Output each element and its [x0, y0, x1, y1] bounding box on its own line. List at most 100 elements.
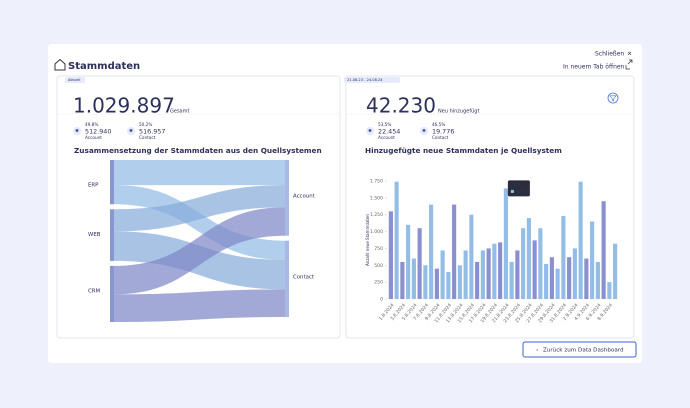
back-button[interactable] [522, 341, 637, 358]
bar [590, 221, 595, 299]
bar [457, 265, 462, 299]
sankey-link [114, 160, 285, 186]
y-axis-label: Anzahl neue Stammdaten [365, 214, 370, 266]
bar [521, 228, 526, 299]
bar [538, 228, 543, 299]
tooltip-text: 1.640 [516, 189, 530, 195]
bar [567, 257, 572, 299]
sankey-node-label: Contact [293, 274, 314, 280]
tooltip-title: ERP [511, 183, 520, 189]
y-tick-label: 1.250 [370, 212, 383, 218]
bar [394, 181, 399, 299]
kpi-value: 512.940 [85, 128, 111, 136]
bar [475, 261, 480, 299]
kpi-label: Contact [432, 135, 449, 140]
tag-text: Aktuell [68, 78, 80, 82]
bar [544, 263, 549, 299]
total-label: Gesamt [170, 109, 189, 115]
bar [613, 243, 618, 299]
sankey-link [114, 207, 285, 295]
bar [417, 228, 422, 299]
kpi-icon-dot [422, 129, 426, 132]
kpi-percent: 53,5% [378, 122, 391, 127]
bar [411, 258, 416, 299]
bar [406, 224, 411, 299]
kpi-percent: 46,5% [432, 122, 445, 127]
bar [555, 268, 560, 299]
tag [65, 77, 85, 83]
filter-button[interactable] [607, 92, 619, 104]
kpi-percent: 49,8% [85, 122, 98, 127]
close-icon[interactable]: ✕ [627, 51, 632, 58]
kpi-icon-dot [75, 129, 79, 132]
bar [486, 248, 491, 299]
bar [584, 258, 589, 299]
tag-text: 21.08.23 - 24.08.24 [347, 78, 383, 82]
bar [434, 268, 439, 299]
title: Stammdaten [68, 61, 140, 72]
bar [469, 214, 474, 299]
sankey-node [110, 265, 114, 322]
bar [578, 181, 583, 299]
sankey-node-label: CRM [88, 288, 101, 294]
back-button-label[interactable]: Zurück zum Data Dashboard [543, 348, 624, 354]
sankey-node [285, 240, 289, 317]
chart-title: Zusammensetzung der Stammdaten aus den Q… [74, 146, 322, 155]
y-tick-label: 500 [374, 263, 383, 269]
total: 42.230 [366, 94, 436, 118]
y-tick-label: 250 [374, 280, 383, 286]
bar [526, 218, 531, 299]
close-button[interactable]: Schließen [595, 51, 624, 58]
kpi-icon-dot [368, 129, 372, 132]
kpi-label: Contact [139, 135, 156, 140]
bar [509, 261, 514, 299]
bar [572, 248, 577, 299]
total-label: Neu hinzugefügt [438, 109, 479, 115]
bar [503, 188, 508, 299]
bar [480, 250, 485, 299]
kpi-percent: 50,2% [139, 122, 152, 127]
bar [532, 240, 537, 299]
filter-icon[interactable] [609, 95, 617, 102]
bar [595, 261, 600, 299]
sankey-link [114, 185, 285, 232]
open-tab-icon[interactable] [625, 59, 633, 70]
open-tab-link[interactable]: In neuem Tab öffnen [563, 64, 625, 71]
kpi-value: 22.454 [378, 128, 400, 136]
tag [344, 77, 400, 83]
sankey-node [110, 209, 114, 261]
sankey-node [110, 160, 114, 205]
kpi-icon-dot [129, 129, 133, 132]
bar [561, 216, 566, 299]
chart-title: Hinzugefügte neue Stammdaten je Quellsys… [365, 146, 562, 155]
bar [440, 250, 445, 299]
tooltip-swatch [510, 189, 514, 193]
sankey-node-label: ERP [88, 183, 99, 189]
y-tick-label: 750 [374, 246, 383, 252]
bar [492, 243, 497, 299]
back-arrow[interactable]: ‹ [536, 348, 538, 354]
bar [429, 204, 434, 299]
bar [452, 204, 457, 299]
bar [601, 201, 606, 299]
sankey-node-label: WEB [88, 232, 101, 238]
bar [400, 261, 405, 299]
sankey-link [114, 289, 285, 322]
bar [463, 250, 468, 299]
bar [607, 282, 612, 299]
sankey-node-label: Account [293, 193, 315, 199]
sankey-node [285, 160, 289, 236]
bar [549, 257, 554, 299]
total: 1.029.897 [73, 94, 175, 118]
bar [388, 211, 393, 299]
bar [498, 242, 503, 299]
kpi-value: 19.776 [432, 128, 454, 136]
home-icon [54, 58, 66, 71]
kpi-label: Account [85, 135, 102, 140]
y-tick-label: 0 [380, 297, 383, 303]
kpi-value: 516.957 [139, 128, 165, 136]
bar [423, 265, 428, 299]
y-tick-label: 1.000 [370, 229, 383, 235]
